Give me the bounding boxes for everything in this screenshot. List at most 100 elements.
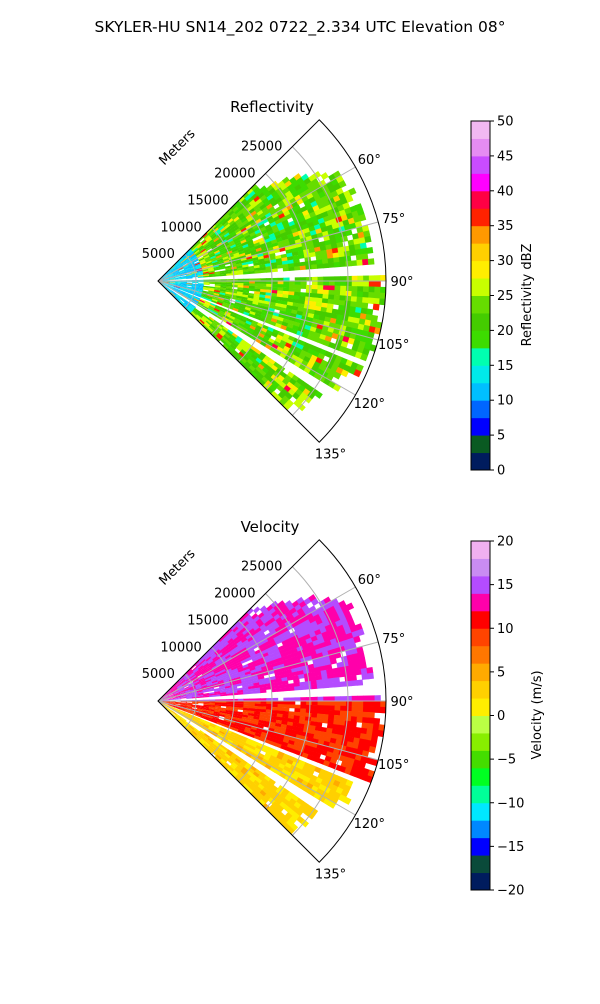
colorbar-segment — [471, 226, 490, 235]
colorbar-segment — [471, 409, 490, 418]
colorbar-segment — [471, 287, 490, 296]
field-cell — [366, 247, 373, 254]
colorbar-segment — [471, 550, 490, 559]
field-cell — [300, 265, 307, 270]
colorbar-segment — [471, 873, 490, 882]
field-cell — [357, 696, 363, 702]
range-tick-label: 5000 — [142, 247, 175, 262]
colorbar-segment — [471, 829, 490, 838]
range-tick-label: 5000 — [142, 667, 175, 682]
field-cell — [356, 297, 363, 303]
field-cell — [323, 705, 329, 710]
field-cell — [356, 717, 363, 723]
colorbar-tick-label: 35 — [497, 219, 514, 234]
field-cell — [249, 288, 255, 291]
colorbar-tick-label: 5 — [497, 665, 505, 680]
field-cell — [375, 695, 381, 701]
colorbar-segment — [471, 147, 490, 156]
field-cell — [357, 701, 363, 707]
field-cell — [283, 281, 289, 285]
colorbar-segment — [471, 733, 490, 742]
field-cell — [346, 701, 352, 706]
field-cell — [294, 686, 301, 690]
colorbar-segment — [471, 391, 490, 400]
colorbar-segment — [471, 698, 490, 707]
colorbar-segment — [471, 777, 490, 786]
field-cell — [272, 704, 278, 708]
colorbar-segment — [471, 304, 490, 313]
field-cell — [283, 284, 289, 288]
field-cell — [305, 265, 312, 270]
colorbar-tick-label: −15 — [497, 840, 524, 855]
azimuth-tick-label: 120° — [354, 817, 385, 832]
field-cell — [311, 289, 317, 294]
colorbar-segment — [471, 567, 490, 576]
field-cell — [277, 688, 283, 692]
field-cell — [334, 710, 341, 715]
field-cell — [289, 284, 295, 288]
range-tick-label: 10000 — [160, 640, 201, 655]
field-cell — [289, 704, 295, 708]
field-cell — [363, 695, 369, 701]
velocity-range-axis-label: Meters — [157, 546, 199, 588]
colorbar-segment — [471, 672, 490, 681]
colorbar-segment — [471, 620, 490, 629]
field-cell — [272, 701, 278, 704]
field-cell — [333, 677, 340, 683]
field-cell — [232, 285, 238, 288]
field-cell — [323, 290, 329, 295]
field-cell — [329, 285, 335, 290]
field-cell — [305, 685, 312, 690]
field-cell — [333, 299, 340, 305]
field-cell — [375, 275, 381, 281]
field-cell — [364, 236, 371, 243]
colorbar-segment — [471, 628, 490, 637]
field-cell — [311, 264, 318, 269]
field-cell — [192, 282, 198, 283]
field-cell — [312, 701, 318, 705]
range-tick-label: 25000 — [241, 560, 282, 575]
field-cell — [345, 291, 352, 297]
field-cell — [260, 704, 266, 707]
field-cell — [369, 281, 375, 287]
field-cell — [295, 705, 301, 709]
field-cell — [329, 701, 335, 706]
field-cell — [351, 680, 358, 686]
colorbar-segment — [471, 313, 490, 322]
field-cell — [369, 275, 375, 281]
field-cell — [352, 706, 358, 712]
field-cell — [300, 281, 306, 285]
range-tick-label: 10000 — [160, 220, 201, 235]
reflectivity-title: Reflectivity — [230, 98, 314, 116]
colorbar-tick-label: 20 — [497, 324, 514, 339]
colorbar-segment — [471, 278, 490, 287]
field-cell — [328, 710, 335, 715]
colorbar-segment — [471, 724, 490, 733]
field-cell — [361, 253, 368, 260]
field-cell — [356, 259, 363, 265]
field-cell — [346, 281, 352, 286]
field-cell — [373, 718, 380, 725]
colorbar-segment — [471, 426, 490, 435]
azimuth-tick-label: 60° — [358, 573, 381, 588]
field-cell — [373, 304, 380, 311]
colorbar-segment — [471, 234, 490, 243]
colorbar-segment — [471, 785, 490, 794]
colorbar-segment — [471, 585, 490, 594]
field-cell — [375, 281, 381, 287]
field-cell — [351, 711, 358, 717]
colorbar-segment — [471, 165, 490, 174]
field-cell — [317, 709, 323, 714]
colorbar-tick-label: 10 — [497, 394, 514, 409]
colorbar-segment — [471, 357, 490, 366]
field-cell — [328, 290, 335, 295]
colorbar-segment — [471, 374, 490, 383]
range-tick-label: 15000 — [187, 613, 228, 628]
colorbar-tick-label: 10 — [497, 622, 514, 637]
field-cell — [334, 706, 340, 711]
field-cell — [283, 687, 289, 691]
